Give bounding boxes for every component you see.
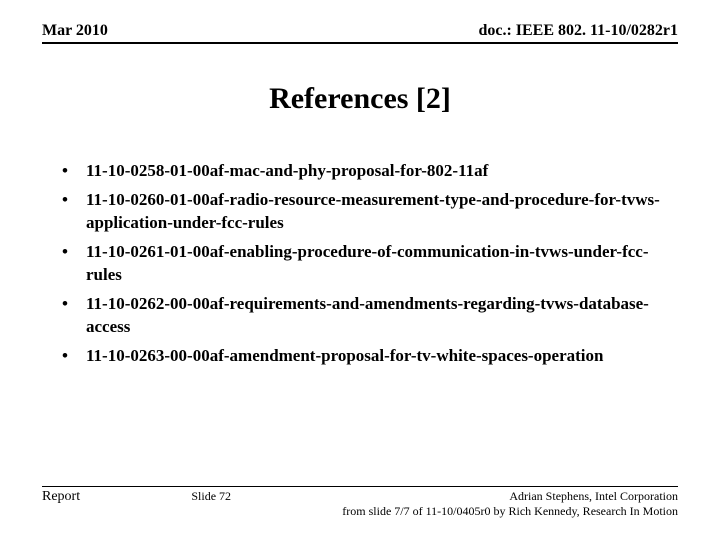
list-item: 11-10-0260-01-00af-radio-resource-measur… — [58, 189, 662, 235]
footer-slide-number: Slide 72 — [80, 489, 342, 504]
footer-author: Adrian Stephens, Intel Corporation from … — [342, 489, 678, 518]
header-date: Mar 2010 — [42, 22, 108, 40]
slide-header: Mar 2010 doc.: IEEE 802. 11-10/0282r1 — [42, 22, 678, 44]
slide-content: 11-10-0258-01-00af-mac-and-phy-proposal-… — [58, 160, 662, 374]
footer-left: Report — [42, 489, 80, 505]
footer-author-line1: Adrian Stephens, Intel Corporation — [342, 489, 678, 503]
slide-title: References [2] — [0, 82, 720, 116]
list-item: 11-10-0261-01-00af-enabling-procedure-of… — [58, 241, 662, 287]
list-item: 11-10-0262-00-00af-requirements-and-amen… — [58, 293, 662, 339]
header-docref: doc.: IEEE 802. 11-10/0282r1 — [478, 22, 678, 40]
slide-footer: Report Slide 72 Adrian Stephens, Intel C… — [42, 486, 678, 518]
list-item: 11-10-0258-01-00af-mac-and-phy-proposal-… — [58, 160, 662, 183]
footer-author-line2: from slide 7/7 of 11-10/0405r0 by Rich K… — [342, 504, 678, 518]
list-item: 11-10-0263-00-00af-amendment-proposal-fo… — [58, 345, 662, 368]
references-list: 11-10-0258-01-00af-mac-and-phy-proposal-… — [58, 160, 662, 368]
